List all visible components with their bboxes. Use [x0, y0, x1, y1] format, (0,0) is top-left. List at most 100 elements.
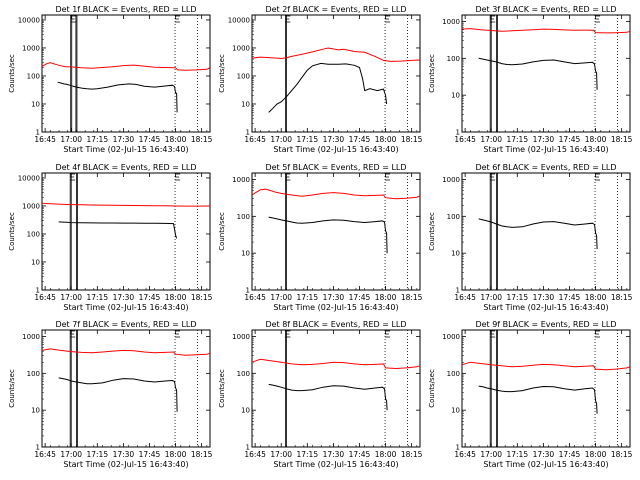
y-axis-label: Counts/sec [218, 54, 226, 93]
x-tick-label: 17:00 [60, 450, 82, 459]
panel-6: Det 6f BLACK = Events, RED = LLD 16:45 17:… [428, 163, 633, 312]
marker-flag [595, 173, 601, 181]
y-axis-label: Counts/sec [218, 212, 226, 251]
y-tick-label: 10 [241, 100, 250, 108]
chart-title: Det 4f BLACK = Events, RED = LLD [55, 163, 196, 172]
x-tick-label: 16:45 [34, 450, 56, 459]
x-tick-label: 18:15 [401, 135, 423, 144]
y-axis-label: Counts/sec [218, 369, 226, 408]
x-tick-label: 17:30 [113, 135, 135, 144]
events-series-line [268, 216, 388, 254]
marker-flag [175, 173, 181, 181]
y-axis-label: Counts/sec [8, 54, 16, 93]
y-tick-label: 10 [451, 407, 460, 415]
lld-series-line [41, 202, 211, 207]
x-tick-label: 18:00 [585, 293, 607, 302]
y-tick-label: 1000 [22, 333, 40, 341]
panel-2: Det 2f BLACK = Events, RED = LLD 16:45 17:… [218, 5, 423, 154]
plot-frame [41, 14, 211, 133]
x-tick-label: 17:00 [480, 135, 502, 144]
x-tick-label: 18:15 [191, 450, 213, 459]
y-tick-label: 1 [36, 287, 40, 295]
y-tick-label: 10 [31, 100, 40, 108]
marker-flag [490, 173, 496, 181]
y-tick-label: 1000 [232, 333, 250, 341]
chart-title: Det 2f BLACK = Events, RED = LLD [265, 5, 406, 14]
y-tick-label: 100 [27, 230, 40, 238]
x-tick-label: 16:45 [454, 293, 476, 302]
y-tick-label: 10000 [228, 16, 250, 24]
x-tick-label: 18:15 [401, 293, 423, 302]
x-tick-label: 16:45 [34, 135, 56, 144]
panel-1: Det 1f BLACK = Events, RED = LLD 16:45 17:… [8, 5, 213, 154]
x-tick-label: 17:45 [559, 135, 581, 144]
x-tick-label: 17:30 [323, 450, 345, 459]
panel-3: Det 3f BLACK = Events, RED = LLD 16:45 17:… [428, 5, 633, 154]
y-tick-label: 1 [246, 444, 250, 452]
y-tick-label: 1000 [442, 176, 460, 184]
y-tick-label: 1 [36, 129, 40, 137]
events-series-line [478, 218, 598, 250]
x-tick-label: 17:15 [86, 450, 108, 459]
y-axis-label: Counts/sec [428, 54, 436, 93]
y-tick-label: 1000 [232, 44, 250, 52]
panel-5: Det 5f BLACK = Events, RED = LLD 16:45 17:… [218, 163, 423, 312]
lld-series-line [41, 62, 211, 71]
plot-frame [251, 14, 421, 133]
x-tick-label: 18:00 [375, 293, 397, 302]
y-tick-label: 1 [246, 287, 250, 295]
x-tick-label: 17:30 [113, 450, 135, 459]
chart-title: Det 3f BLACK = Events, RED = LLD [475, 5, 616, 14]
plot-frame [461, 329, 631, 448]
y-tick-label: 10000 [18, 16, 40, 24]
events-series-line [58, 377, 178, 412]
x-tick-label: 17:00 [60, 293, 82, 302]
y-tick-label: 10 [451, 250, 460, 258]
chart-title: Det 9f BLACK = Events, RED = LLD [475, 320, 616, 329]
events-series-line [268, 62, 388, 113]
chart-title: Det 1f BLACK = Events, RED = LLD [55, 5, 196, 14]
events-series-line [478, 385, 598, 414]
x-axis-label: Start Time (02-Jul-15 16:43:40) [483, 303, 608, 312]
x-tick-label: 17:15 [86, 293, 108, 302]
x-tick-label: 16:45 [34, 293, 56, 302]
x-tick-label: 17:15 [506, 293, 528, 302]
x-tick-label: 16:45 [244, 135, 266, 144]
x-tick-label: 17:00 [60, 135, 82, 144]
x-tick-label: 16:45 [454, 135, 476, 144]
x-axis-label: Start Time (02-Jul-15 16:43:40) [273, 303, 398, 312]
y-tick-label: 1 [36, 444, 40, 452]
plot-frame [461, 14, 631, 133]
panel-7: Det 7f BLACK = Events, RED = LLD 16:45 17:… [8, 320, 213, 469]
marker-flag [70, 173, 76, 181]
marker-flag [285, 173, 291, 181]
x-tick-label: 17:00 [270, 450, 292, 459]
x-tick-label: 18:15 [611, 450, 633, 459]
x-axis-label: Start Time (02-Jul-15 16:43:40) [63, 303, 188, 312]
x-axis-label: Start Time (02-Jul-15 16:43:40) [483, 460, 608, 469]
x-axis-label: Start Time (02-Jul-15 16:43:40) [63, 145, 188, 154]
y-tick-label: 1 [246, 129, 250, 137]
chart-title: Det 6f BLACK = Events, RED = LLD [475, 163, 616, 172]
x-tick-label: 17:45 [559, 293, 581, 302]
x-tick-label: 18:00 [375, 135, 397, 144]
x-tick-label: 17:45 [559, 450, 581, 459]
marker-flag [70, 15, 76, 23]
x-tick-label: 18:15 [191, 293, 213, 302]
panel-8: Det 8f BLACK = Events, RED = LLD 16:45 17:… [218, 320, 423, 469]
x-tick-label: 17:30 [533, 450, 555, 459]
x-tick-label: 16:45 [244, 293, 266, 302]
y-axis-label: Counts/sec [8, 369, 16, 408]
plot-frame [251, 329, 421, 448]
y-tick-label: 100 [447, 55, 460, 63]
y-tick-label: 100 [447, 213, 460, 221]
y-tick-label: 100 [237, 213, 250, 221]
x-tick-label: 17:15 [506, 450, 528, 459]
x-tick-label: 17:45 [349, 450, 371, 459]
marker-flag [385, 15, 391, 23]
events-series-line [58, 221, 178, 239]
x-tick-label: 18:15 [401, 450, 423, 459]
y-axis-label: Counts/sec [428, 212, 436, 251]
marker-flag [490, 330, 496, 338]
